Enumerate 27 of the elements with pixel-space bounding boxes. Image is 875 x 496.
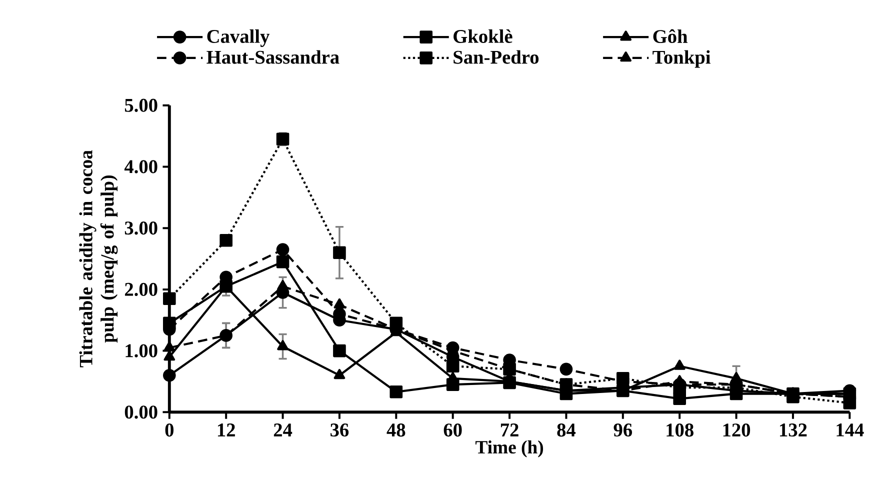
y-tick-label: 0.00 xyxy=(124,405,158,419)
y-tick-label: 1.00 xyxy=(126,344,158,358)
x-tick-label: 24 xyxy=(274,423,292,436)
x-tick-label: 132 xyxy=(780,423,807,436)
x-tick-label: 12 xyxy=(218,423,235,436)
legend-label: San-Pedro xyxy=(454,50,539,64)
x-tick-label: 48 xyxy=(386,423,406,436)
legend-label: Cavally xyxy=(207,29,270,47)
y-tick-label: 5.00 xyxy=(124,98,158,112)
legend-label: Gkoklè xyxy=(454,29,512,43)
y-axis-title: Titratable acididy in cocoa pulp (meq/g of pulp) xyxy=(79,150,118,368)
x-tick-label: 120 xyxy=(723,423,750,436)
y-tick-label: 3.00 xyxy=(124,221,158,235)
legend-label: Gôh xyxy=(653,29,688,43)
x-tick-label: 36 xyxy=(330,423,349,436)
x-tick-label: 144 xyxy=(836,423,864,436)
x-tick-label: 60 xyxy=(444,423,462,436)
x-tick-label: 0 xyxy=(165,423,174,436)
x-tick-label: 72 xyxy=(500,423,518,436)
legend-label: Tonkpi xyxy=(652,50,710,68)
x-tick-label: 108 xyxy=(666,423,694,436)
x-axis-title: Time (h) xyxy=(476,440,544,458)
y-tick-label: 2.00 xyxy=(124,282,158,296)
y-tick-label: 4.00 xyxy=(124,160,158,174)
x-tick-label: 84 xyxy=(557,423,576,436)
x-tick-label: 96 xyxy=(614,423,632,436)
legend-label: Haut-Sassandra xyxy=(206,50,340,64)
